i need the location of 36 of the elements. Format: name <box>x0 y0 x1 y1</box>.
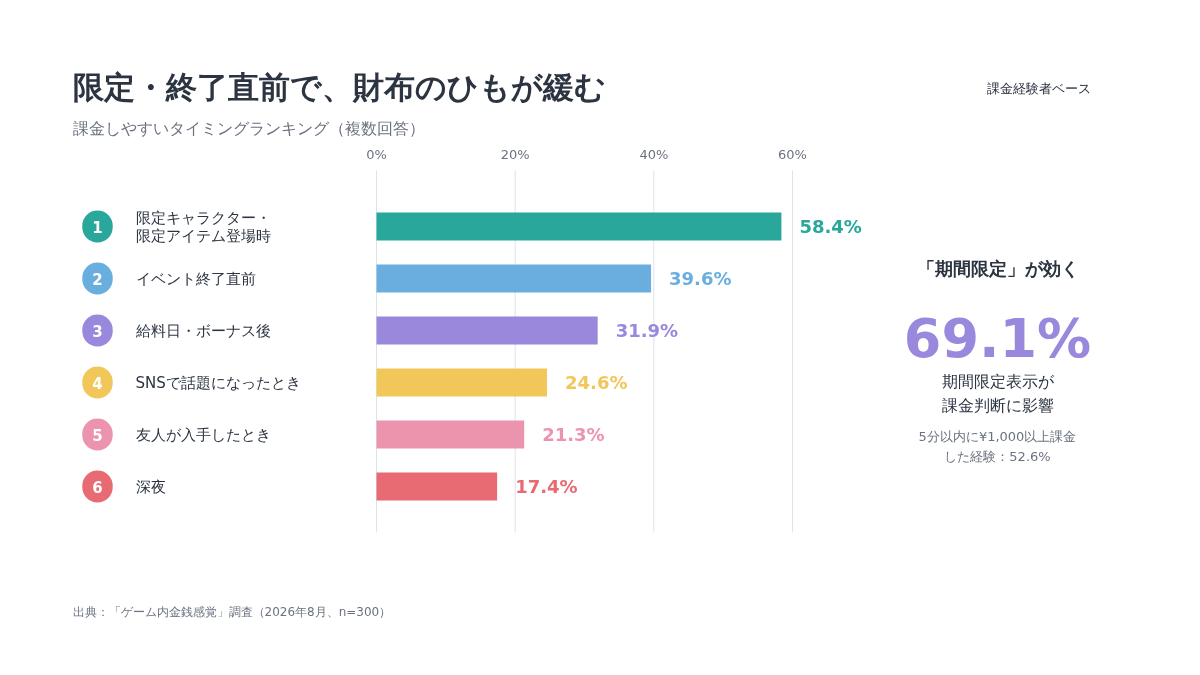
text: 課金しやすいタイミングランキング（複数回答） <box>72 119 425 138</box>
y-tick-label: 深夜 <box>135 477 166 496</box>
bar <box>376 472 498 501</box>
chart-title: 限定・終了直前で、財布のひもが緩む <box>72 68 606 105</box>
text: 6 <box>92 478 103 497</box>
text: 69.1% <box>903 307 1092 370</box>
x-tick-label: 0% <box>366 147 387 162</box>
y-tick-label: イベント終了直前 <box>135 269 256 288</box>
bar <box>376 420 525 449</box>
x-tick-label: 20% <box>500 147 530 162</box>
y-tick-label: 限定キャラクター・限定アイテム登場時 <box>135 208 271 245</box>
data-label: 58.4% <box>799 216 862 237</box>
text: 「期間限定」が効く <box>916 258 1079 279</box>
text: 5分以内に¥1,000以上課金した経験：52.6% <box>918 429 1077 464</box>
text: 2 <box>92 270 103 289</box>
data-label: 21.3% <box>542 424 605 445</box>
text: 期間限定表示が課金判断に影響 <box>941 371 1055 416</box>
x-tick-label: 40% <box>639 147 669 162</box>
x-tick-label: 60% <box>778 147 807 162</box>
bar <box>376 212 782 241</box>
text: 1 <box>92 218 103 237</box>
bar <box>376 264 652 293</box>
data-label: 39.6% <box>669 268 732 289</box>
text: 5 <box>92 426 103 445</box>
text: 課金経験者ベース <box>986 81 1091 96</box>
data-label: 24.6% <box>565 372 628 393</box>
y-tick-label: SNSで話題になったとき <box>135 373 301 392</box>
bar <box>376 316 598 345</box>
bar <box>376 368 548 397</box>
y-tick-label: 給料日・ボーナス後 <box>134 321 271 340</box>
data-label: 31.9% <box>615 320 679 341</box>
data-label: 17.4% <box>515 476 578 497</box>
source-note: 出典：「ゲーム内金銭感覚」調査（2026年8月、n=300） <box>72 604 392 619</box>
y-tick-label: 友人が入手したとき <box>135 425 271 444</box>
text: 3 <box>92 322 103 341</box>
text: 4 <box>92 374 103 393</box>
